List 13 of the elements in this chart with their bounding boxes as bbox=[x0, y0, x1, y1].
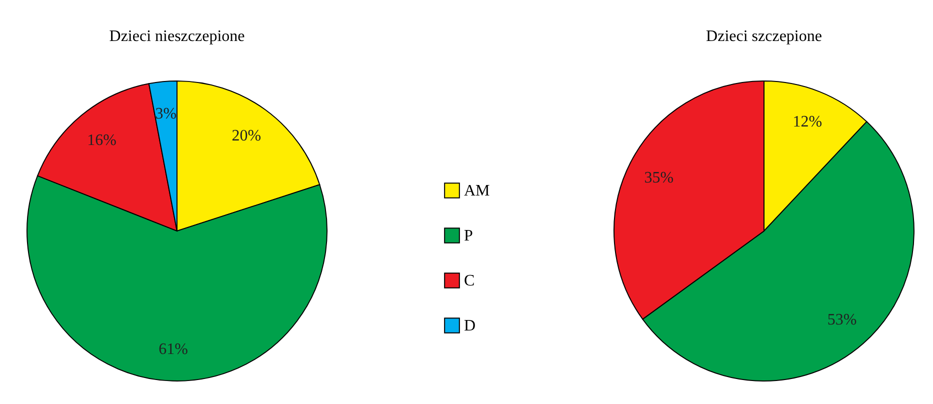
data-label: 61% bbox=[158, 340, 188, 358]
data-label: 16% bbox=[87, 132, 116, 150]
data-label: 53% bbox=[827, 312, 857, 329]
data-label: 20% bbox=[232, 128, 262, 145]
chart-title: Dzieci nieszczepione bbox=[109, 28, 245, 45]
chart-title: Dzieci szczepione bbox=[706, 28, 822, 45]
data-label: 12% bbox=[792, 113, 822, 130]
legend-label: P bbox=[464, 228, 473, 244]
legend-label: D bbox=[464, 318, 476, 334]
legend-label: C bbox=[464, 272, 475, 290]
data-label: 3% bbox=[155, 106, 177, 123]
data-label: 35% bbox=[644, 169, 674, 186]
legend-label: AM bbox=[464, 182, 490, 200]
